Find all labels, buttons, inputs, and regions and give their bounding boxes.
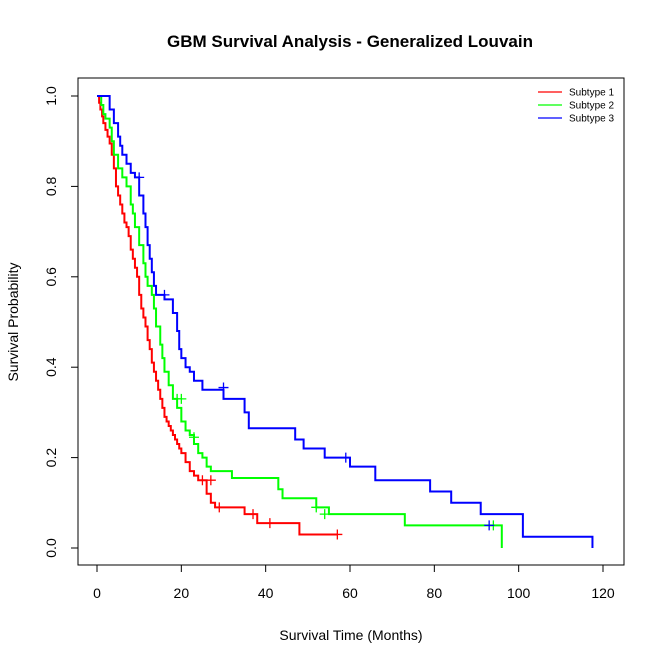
series-line-subtype-2 <box>97 95 503 548</box>
censor-mark <box>264 518 275 529</box>
x-tick-label: 40 <box>258 585 274 601</box>
censor-mark <box>218 382 229 393</box>
x-tick-label: 80 <box>427 585 443 601</box>
censor-mark <box>134 172 145 183</box>
x-axis: 0 20 40 60 80 100 120 <box>93 564 615 601</box>
x-tick-label: 60 <box>342 585 358 601</box>
series-line-subtype-3 <box>97 95 594 548</box>
x-axis-label: Survival Time (Months) <box>279 627 422 643</box>
x-tick-label: 0 <box>93 585 101 601</box>
series-line-subtype-1 <box>97 95 338 536</box>
censor-mark <box>205 475 216 486</box>
x-tick-label: 100 <box>507 585 531 601</box>
censor-mark <box>159 289 170 300</box>
legend: Subtype 1 Subtype 2 Subtype 3 <box>538 88 614 125</box>
y-axis-label: Survival Probability <box>5 262 21 381</box>
x-tick-label: 20 <box>174 585 190 601</box>
y-tick-label: 0.2 <box>43 448 59 468</box>
series-layer <box>97 95 594 548</box>
censor-mark <box>197 475 208 486</box>
censor-mark <box>176 393 187 404</box>
x-tick-label: 120 <box>591 585 615 601</box>
censor-mark <box>340 452 351 463</box>
censor-mark <box>188 432 199 443</box>
chart-title: GBM Survival Analysis - Generalized Louv… <box>167 32 533 51</box>
censor-mark <box>484 520 495 531</box>
legend-label: Subtype 2 <box>569 101 614 112</box>
y-tick-label: 1.0 <box>43 86 59 106</box>
censor-mark <box>311 502 322 513</box>
legend-label: Subtype 1 <box>569 88 614 99</box>
plot-frame <box>77 77 625 566</box>
y-tick-label: 0.6 <box>43 267 59 287</box>
censor-mark <box>332 529 343 540</box>
y-tick-label: 0.4 <box>43 357 59 377</box>
censor-mark <box>319 509 330 520</box>
y-tick-label: 0.0 <box>43 538 59 558</box>
censor-mark <box>248 509 259 520</box>
y-tick-label: 0.8 <box>43 176 59 196</box>
legend-label: Subtype 3 <box>569 114 614 125</box>
y-axis: 0.0 0.2 0.4 0.6 0.8 1.0 <box>43 86 79 558</box>
censor-mark <box>214 502 225 513</box>
